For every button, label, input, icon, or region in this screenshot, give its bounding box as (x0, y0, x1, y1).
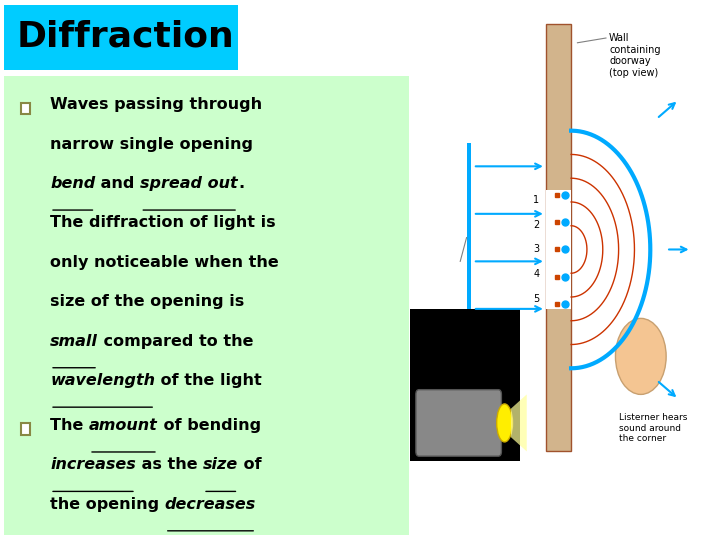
Text: bend: bend (50, 176, 95, 191)
Text: decreases: decreases (165, 497, 256, 512)
Text: of the light: of the light (155, 373, 262, 388)
Text: Listerner hears
sound around
the corner: Listerner hears sound around the corner (618, 414, 687, 443)
Text: Wall
containing
doorway
(top view): Wall containing doorway (top view) (609, 33, 661, 78)
Text: The: The (50, 418, 89, 433)
Text: size: size (203, 457, 238, 472)
Text: Plane
wave front
of sound: Plane wave front of sound (419, 309, 471, 342)
Circle shape (616, 319, 666, 394)
Text: spread out: spread out (140, 176, 238, 191)
Text: increases: increases (50, 457, 136, 472)
Text: amount: amount (89, 418, 158, 433)
Text: 3: 3 (534, 245, 539, 254)
Bar (546, 190, 571, 309)
Text: wavelength: wavelength (50, 373, 155, 388)
Text: as the: as the (136, 457, 203, 472)
Text: 5: 5 (534, 294, 539, 305)
Text: 1: 1 (534, 194, 539, 205)
Bar (546, 24, 571, 451)
Text: only noticeable when the: only noticeable when the (50, 255, 279, 270)
Text: Diffraction: Diffraction (17, 20, 235, 53)
FancyBboxPatch shape (4, 76, 409, 535)
Text: the opening: the opening (50, 497, 165, 512)
Text: Waves passing through: Waves passing through (50, 97, 262, 112)
Polygon shape (511, 394, 527, 451)
FancyBboxPatch shape (416, 390, 501, 456)
Text: The diffraction of light is: The diffraction of light is (50, 215, 276, 231)
Bar (467, 143, 472, 333)
Text: of: of (238, 457, 262, 472)
Text: and: and (95, 176, 140, 191)
Text: compared to the: compared to the (98, 334, 253, 349)
Text: size of the opening is: size of the opening is (50, 294, 244, 309)
Text: of bending: of bending (158, 418, 261, 433)
Text: 2: 2 (534, 220, 539, 229)
Text: small: small (50, 334, 98, 349)
Text: 4: 4 (534, 269, 539, 279)
Bar (410, 309, 521, 461)
Bar (21, 423, 30, 435)
Bar (21, 103, 30, 114)
Ellipse shape (497, 404, 513, 442)
Text: .: . (238, 176, 244, 191)
FancyBboxPatch shape (4, 5, 238, 70)
Text: narrow single opening: narrow single opening (50, 137, 253, 152)
